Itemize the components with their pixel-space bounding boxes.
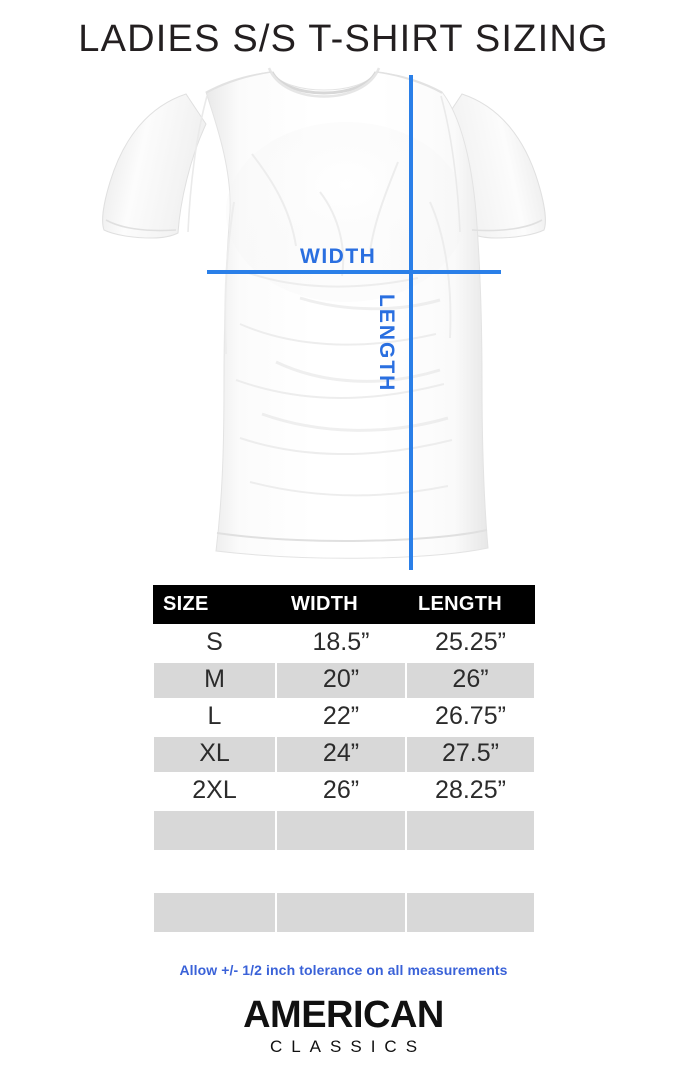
column-header-length: LENGTH [406, 585, 535, 625]
brand-logo: AMERICAN CLASSICS [0, 996, 687, 1057]
bottom-hem [216, 529, 488, 542]
column-header-width: WIDTH [276, 585, 406, 625]
brand-secondary-text: CLASSICS [269, 1036, 427, 1056]
table-row: S 18.5” 25.25” [152, 624, 536, 663]
cell-size [152, 932, 277, 975]
cell-width [275, 932, 407, 975]
cell-size [152, 809, 277, 852]
left-sleeve [102, 93, 207, 239]
width-guide-line [207, 270, 501, 274]
table-row-blank [152, 891, 536, 934]
cell-size: S [152, 624, 277, 663]
tolerance-note: Allow +/- 1/2 inch tolerance on all meas… [179, 962, 508, 978]
left-sleeve-hem [105, 219, 177, 232]
page-title: LADIES S/S T-SHIRT SIZING [78, 18, 609, 60]
table-row-blank [152, 932, 536, 975]
t-shirt-graphic [102, 67, 546, 559]
length-label: LENGTH [375, 294, 398, 393]
cell-width [275, 850, 407, 893]
cell-length [405, 809, 536, 852]
cell-width: 18.5” [275, 624, 407, 663]
table-row: L 22” 26.75” [152, 698, 536, 737]
cell-size [152, 850, 277, 893]
left-shoulder-seam [205, 71, 272, 94]
table-row-blank [152, 809, 536, 852]
cell-size: XL [152, 735, 277, 774]
cell-width [275, 809, 407, 852]
right-sleeve-hem [471, 219, 543, 232]
column-header-size: SIZE [153, 585, 276, 625]
table-row: 2XL 26” 28.25” [152, 772, 536, 811]
table-row-blank [152, 850, 536, 893]
table-row: XL 24” 27.5” [152, 735, 536, 774]
collar-band [267, 67, 381, 98]
length-guide-line [409, 75, 413, 570]
size-chart-table: SIZE WIDTH LENGTH S 18.5” 25.25” M 20” 2… [152, 585, 536, 975]
fabric-shadows [261, 296, 449, 432]
chest-highlight [226, 122, 466, 302]
table-header-row: SIZE WIDTH LENGTH [153, 585, 535, 625]
cell-length: 26.75” [405, 698, 536, 737]
brand-primary-text: AMERICAN [243, 994, 444, 1036]
cell-width [275, 891, 407, 934]
cell-length [405, 850, 536, 893]
cell-length: 25.25” [405, 624, 536, 663]
cell-width: 26” [275, 772, 407, 811]
cell-width: 24” [275, 735, 407, 774]
right-armhole-seam [440, 95, 461, 233]
cell-length [405, 932, 536, 975]
cell-size: M [152, 661, 277, 700]
width-label: WIDTH [300, 245, 377, 268]
neckline [270, 71, 378, 95]
cell-size [152, 891, 277, 934]
cell-size: 2XL [152, 772, 277, 811]
cell-width: 22” [275, 698, 407, 737]
left-armhole-seam [187, 95, 208, 233]
cell-length: 27.5” [405, 735, 536, 774]
cell-length: 28.25” [405, 772, 536, 811]
cell-length [405, 891, 536, 934]
fabric-wrinkles [224, 153, 453, 497]
cell-width: 20” [275, 661, 407, 700]
shirt-illustration: WIDTH LENGTH [0, 62, 687, 570]
cell-length: 26” [405, 661, 536, 700]
cell-size: L [152, 698, 277, 737]
table-row: M 20” 26” [152, 661, 536, 700]
